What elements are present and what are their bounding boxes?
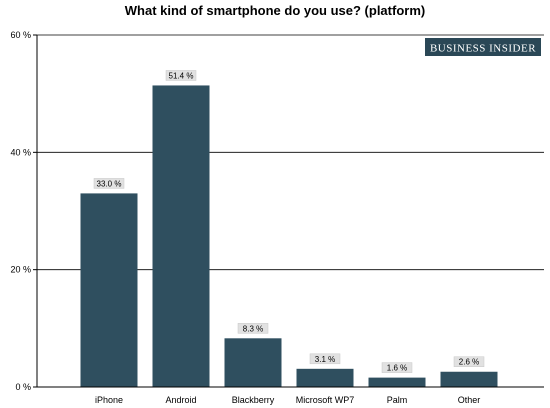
- bars: 33.0 % 51.4 % 8.3 % 3.1 % 1.6 % 2.6 %: [80, 70, 498, 387]
- bar: [80, 193, 138, 387]
- x-tick-label: Blackberry: [232, 395, 275, 405]
- bar: [296, 368, 354, 387]
- logo-background: [425, 38, 541, 56]
- data-label: 2.6 %: [459, 358, 479, 367]
- logo-text: BUSINESS INSIDER: [430, 43, 536, 55]
- data-label-background: [237, 323, 269, 334]
- data-label-background: [93, 178, 125, 189]
- data-label: 3.1 %: [315, 355, 335, 364]
- bar: [440, 371, 498, 387]
- x-tick-label: iPhone: [95, 395, 123, 405]
- x-tick-label: Android: [165, 395, 196, 405]
- data-label: 51.4 %: [169, 71, 194, 80]
- chart-title: What kind of smartphone do you use? (pla…: [125, 3, 425, 18]
- x-tick-label: Palm: [387, 395, 408, 405]
- bar: [152, 85, 210, 387]
- data-label-background: [309, 353, 341, 365]
- data-label-background: [381, 362, 413, 373]
- y-tick-label: 40 %: [10, 147, 31, 157]
- y-tick-label: 0 %: [15, 382, 31, 392]
- y-tick-label: 60 %: [10, 30, 31, 40]
- data-label-background: [165, 70, 197, 81]
- data-label: 1.6 %: [387, 364, 407, 373]
- x-tick-label: Microsoft WP7: [296, 395, 355, 405]
- business-insider-logo: BUSINESS INSIDER: [425, 38, 541, 56]
- bar: [224, 338, 282, 387]
- data-label-background: [453, 356, 485, 367]
- data-label: 8.3 %: [243, 324, 263, 333]
- bar: [368, 377, 426, 387]
- data-label: 33.0 %: [97, 179, 122, 188]
- axes: 0 % 20 % 40 % 60 % iPhone Android Blackberry Mi…: [10, 30, 544, 405]
- y-tick-label: 20 %: [10, 265, 31, 275]
- x-tick-label: Other: [458, 395, 481, 405]
